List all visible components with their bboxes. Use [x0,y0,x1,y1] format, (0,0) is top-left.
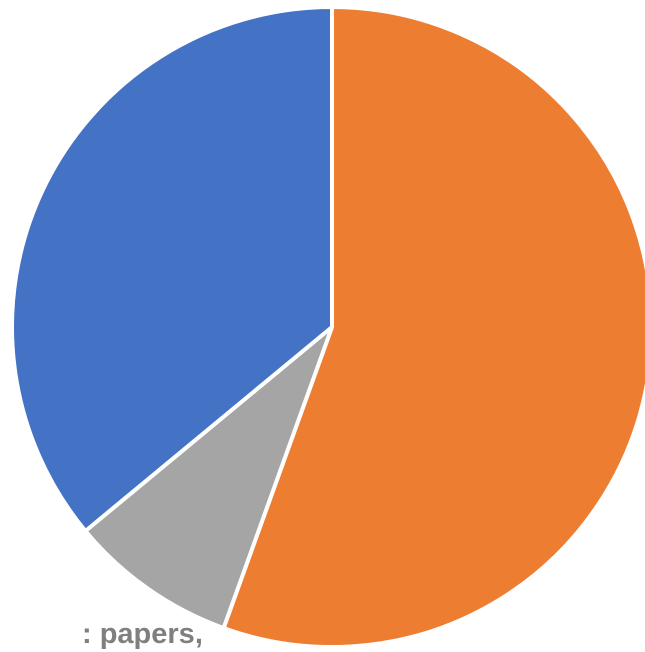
pie-slice-1 [83,325,334,631]
pie-slices [10,5,645,649]
pie-slice-2 [10,5,334,533]
cropped-caption-text: : papers, [82,618,203,650]
pie-slice-0 [221,5,645,649]
